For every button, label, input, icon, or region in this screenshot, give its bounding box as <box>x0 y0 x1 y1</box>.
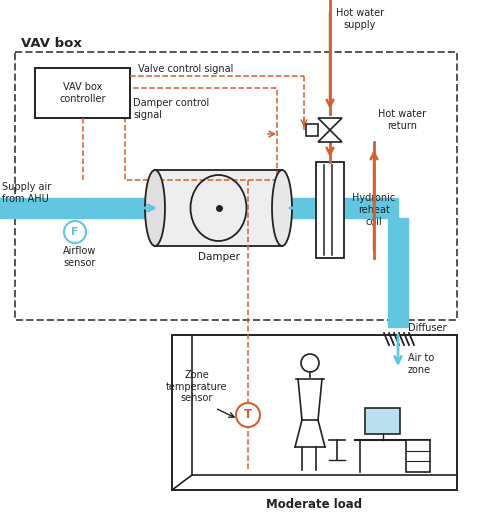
Bar <box>344 198 398 218</box>
Circle shape <box>64 221 86 243</box>
Bar <box>388 218 408 327</box>
Text: Supply air
from AHU: Supply air from AHU <box>2 183 51 204</box>
Circle shape <box>236 403 260 427</box>
Text: VAV box
controller: VAV box controller <box>59 82 106 104</box>
Bar <box>316 162 344 258</box>
Bar <box>406 440 430 472</box>
Bar <box>306 124 318 136</box>
Text: Zone
temperature
sensor: Zone temperature sensor <box>166 370 228 403</box>
Bar <box>0 198 155 218</box>
Text: Hydronic
reheat
coil: Hydronic reheat coil <box>352 193 395 227</box>
Bar <box>365 408 400 434</box>
Text: Moderate load: Moderate load <box>266 498 362 511</box>
Ellipse shape <box>145 170 165 246</box>
Bar <box>15 52 457 320</box>
Text: Air to
zone: Air to zone <box>408 353 434 374</box>
Bar <box>282 198 316 218</box>
Circle shape <box>301 354 319 372</box>
Text: Hot water
supply: Hot water supply <box>336 8 384 30</box>
Text: Hot water
return: Hot water return <box>378 109 426 131</box>
Bar <box>155 170 282 246</box>
Polygon shape <box>318 118 342 130</box>
Polygon shape <box>318 130 342 142</box>
Bar <box>35 68 130 118</box>
Text: T: T <box>244 408 252 422</box>
Ellipse shape <box>272 170 292 246</box>
Text: F: F <box>71 227 79 237</box>
Text: Damper: Damper <box>198 252 240 262</box>
Text: Damper control
signal: Damper control signal <box>133 98 209 120</box>
Text: Diffuser: Diffuser <box>408 323 446 333</box>
Text: VAV box: VAV box <box>21 37 82 50</box>
Text: Airflow
sensor: Airflow sensor <box>63 246 96 268</box>
Text: Valve control signal: Valve control signal <box>138 64 233 74</box>
Bar <box>172 335 457 490</box>
Bar <box>125 88 277 180</box>
